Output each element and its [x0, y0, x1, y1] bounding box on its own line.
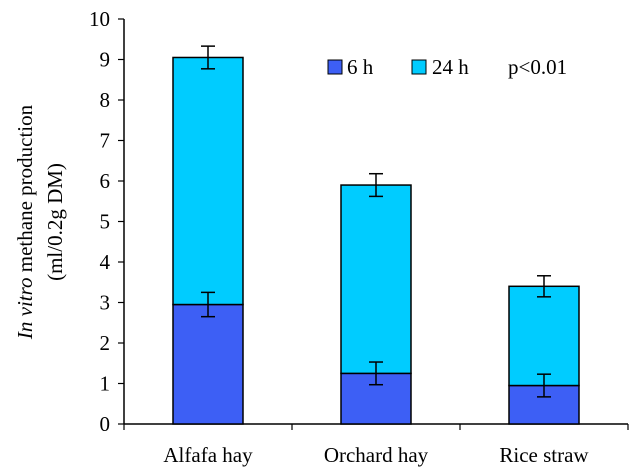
y-tick-label: 1: [100, 372, 111, 396]
y-tick-label: 0: [100, 412, 111, 436]
y-axis-label: In vitro methane production: [13, 104, 37, 340]
legend-label-24h: 24 h: [432, 55, 469, 79]
y-axis-label-units: (ml/0.2g DM): [43, 163, 67, 281]
significance-annotation: p<0.01: [508, 55, 567, 79]
y-tick-label: 5: [100, 210, 111, 234]
y-tick-label: 4: [100, 250, 111, 274]
x-tick-label: Orchard hay: [324, 443, 429, 467]
bar-segment-24h: [172, 56, 244, 306]
y-axis-label-italic: In vitro: [13, 277, 37, 340]
legend: 6 h 24 h p<0.01: [327, 55, 567, 79]
bar-segment-24h: [508, 285, 580, 387]
bar-segment-6h: [172, 303, 244, 425]
legend-swatch-6h: [327, 59, 343, 75]
y-tick-label: 6: [100, 169, 111, 193]
y-tick-label: 10: [89, 7, 110, 31]
x-tick-label: Rice straw: [499, 443, 589, 467]
y-tick-label: 9: [100, 48, 111, 72]
x-axis-labels: Alfafa hay Orchard hay Rice straw: [163, 443, 589, 467]
y-tick-label: 2: [100, 331, 111, 355]
y-tick-label: 8: [100, 88, 111, 112]
legend-swatch-24h: [411, 59, 427, 75]
legend-label-6h: 6 h: [347, 55, 374, 79]
y-axis-ticks: 0 1 2 3 4 5 6 7 8 9 10: [89, 7, 124, 436]
bar-segment-24h: [340, 184, 412, 375]
chart-error-bars: [201, 45, 551, 398]
x-tick-label: Alfafa hay: [163, 443, 253, 467]
y-axis-label-rest: methane production: [13, 104, 37, 277]
y-tick-label: 7: [100, 129, 111, 153]
y-tick-label: 3: [100, 291, 111, 315]
